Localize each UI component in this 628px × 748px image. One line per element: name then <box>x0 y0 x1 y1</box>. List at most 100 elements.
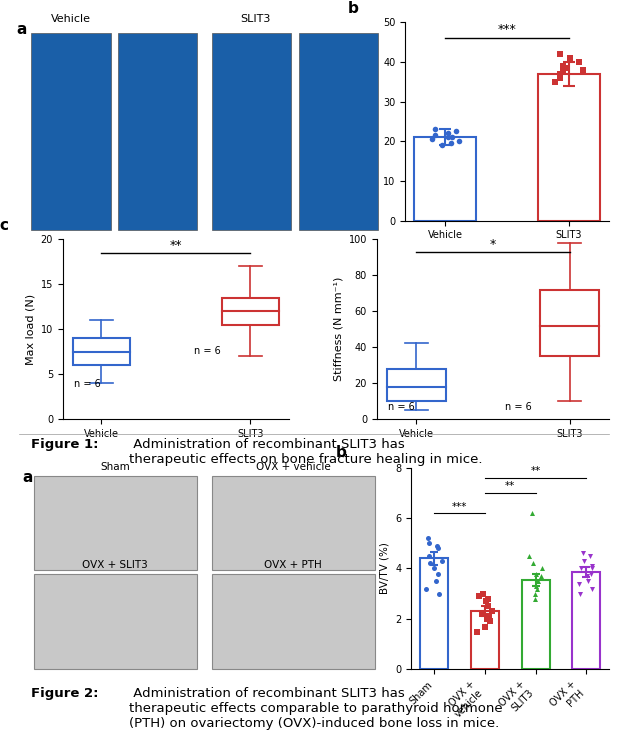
Point <box>555 68 565 80</box>
Point <box>533 583 543 595</box>
Point <box>478 588 488 600</box>
FancyBboxPatch shape <box>212 476 374 571</box>
Bar <box>522 580 550 669</box>
Point <box>555 72 565 84</box>
Point <box>531 568 541 580</box>
Text: *: * <box>490 238 496 251</box>
Point <box>443 132 453 144</box>
FancyBboxPatch shape <box>31 33 111 230</box>
Point <box>421 583 431 595</box>
Point <box>477 608 487 620</box>
Point <box>531 580 541 592</box>
Point <box>436 139 447 151</box>
Point <box>578 548 588 560</box>
Bar <box>222 298 279 325</box>
Point <box>562 62 572 74</box>
Point <box>558 60 568 72</box>
Point <box>482 613 492 625</box>
Point <box>430 129 440 141</box>
Bar <box>420 558 448 669</box>
Text: **: ** <box>170 239 182 252</box>
Point <box>583 575 593 587</box>
Point <box>587 583 597 595</box>
Y-axis label: Stiffness (N mm⁻¹): Stiffness (N mm⁻¹) <box>333 277 343 381</box>
Point <box>480 595 490 607</box>
Y-axis label: BV/TV (%): BV/TV (%) <box>367 94 377 150</box>
Bar <box>538 74 600 221</box>
FancyBboxPatch shape <box>118 33 197 230</box>
Point <box>432 540 442 552</box>
Text: c: c <box>0 218 9 233</box>
Point <box>434 588 444 600</box>
Text: b: b <box>336 445 347 461</box>
Point <box>574 56 584 68</box>
Text: d: d <box>326 218 337 233</box>
Text: ***: *** <box>498 23 516 37</box>
Point <box>574 577 584 589</box>
Point <box>483 592 493 604</box>
Point <box>578 64 588 76</box>
Point <box>532 575 542 587</box>
Text: Vehicle: Vehicle <box>51 13 91 24</box>
Text: Sham: Sham <box>100 462 130 472</box>
Bar <box>541 289 598 356</box>
FancyBboxPatch shape <box>212 574 374 669</box>
Point <box>425 557 435 569</box>
Point <box>436 555 447 567</box>
Point <box>536 570 546 582</box>
Point <box>453 135 463 147</box>
Point <box>443 127 453 139</box>
Point <box>579 555 589 567</box>
FancyBboxPatch shape <box>212 33 291 230</box>
Point <box>480 621 490 633</box>
Point <box>424 537 434 549</box>
Text: a: a <box>23 470 33 485</box>
Bar <box>73 338 129 365</box>
Text: SLIT3: SLIT3 <box>241 13 271 24</box>
Text: Administration of recombinant SLIT3 has
therapeutic effects comparable to parath: Administration of recombinant SLIT3 has … <box>129 687 502 729</box>
Bar <box>387 369 445 401</box>
Text: OVX + PTH: OVX + PTH <box>264 560 322 571</box>
Point <box>484 610 494 622</box>
FancyBboxPatch shape <box>34 476 197 571</box>
Point <box>451 126 461 138</box>
Text: n = 6: n = 6 <box>505 402 531 412</box>
Text: **: ** <box>505 482 516 491</box>
Point <box>587 568 597 580</box>
Text: OVX + SLIT3: OVX + SLIT3 <box>82 560 148 571</box>
Point <box>433 542 443 554</box>
FancyBboxPatch shape <box>34 574 197 669</box>
Point <box>582 570 592 582</box>
Text: n = 6: n = 6 <box>388 402 415 412</box>
Point <box>429 562 439 574</box>
Point <box>565 52 575 64</box>
Text: Administration of recombinant SLIT3 has
therapeutic effects on bone fracture hea: Administration of recombinant SLIT3 has … <box>129 438 482 465</box>
Point <box>485 616 495 628</box>
Point <box>447 132 457 144</box>
Point <box>558 66 568 78</box>
Point <box>528 507 538 519</box>
Point <box>529 588 539 600</box>
Text: n = 6: n = 6 <box>194 346 220 356</box>
Text: **: ** <box>531 466 541 476</box>
Text: Figure 2:: Figure 2: <box>31 687 99 699</box>
Text: Figure 1:: Figure 1: <box>31 438 99 450</box>
Point <box>537 562 547 574</box>
Point <box>474 590 484 602</box>
Point <box>524 550 534 562</box>
Bar <box>414 138 476 221</box>
Point <box>550 76 560 88</box>
Point <box>433 568 443 580</box>
Point <box>430 123 440 135</box>
Point <box>472 625 482 637</box>
Point <box>555 48 565 60</box>
Point <box>431 575 441 587</box>
Point <box>587 562 597 574</box>
Point <box>585 550 595 562</box>
Point <box>587 560 597 572</box>
Point <box>529 592 539 604</box>
Y-axis label: BV/TV (%): BV/TV (%) <box>380 542 390 595</box>
Text: ***: *** <box>452 502 467 512</box>
Point <box>484 601 494 613</box>
Point <box>425 550 435 562</box>
